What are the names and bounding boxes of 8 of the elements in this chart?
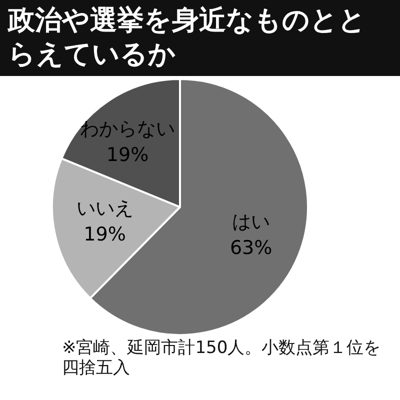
text: ※宮崎、延岡市計150人。小数点第１位を四捨五入	[61, 338, 382, 378]
chart-title: 政治や選挙を身近なものととらえているか	[0, 0, 400, 76]
slice-label: わからない	[80, 118, 175, 140]
data-label: 63%	[230, 237, 272, 260]
slice-label: はい	[232, 211, 270, 234]
slice-label: いいえ	[76, 197, 134, 220]
data-label: 19%	[106, 144, 149, 166]
data-label: 19%	[84, 223, 126, 246]
